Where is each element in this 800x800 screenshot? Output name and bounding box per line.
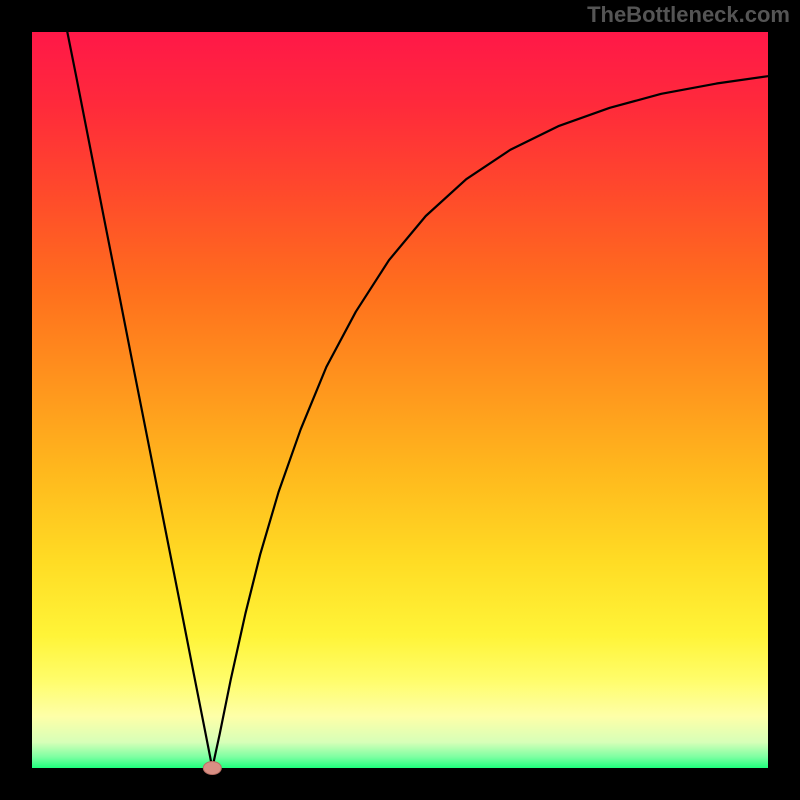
chart-container: TheBottleneck.com	[0, 0, 800, 800]
chart-background-gradient	[32, 32, 768, 768]
optimal-point-marker	[203, 762, 221, 775]
watermark-label: TheBottleneck.com	[587, 2, 790, 28]
bottleneck-chart	[0, 0, 800, 800]
